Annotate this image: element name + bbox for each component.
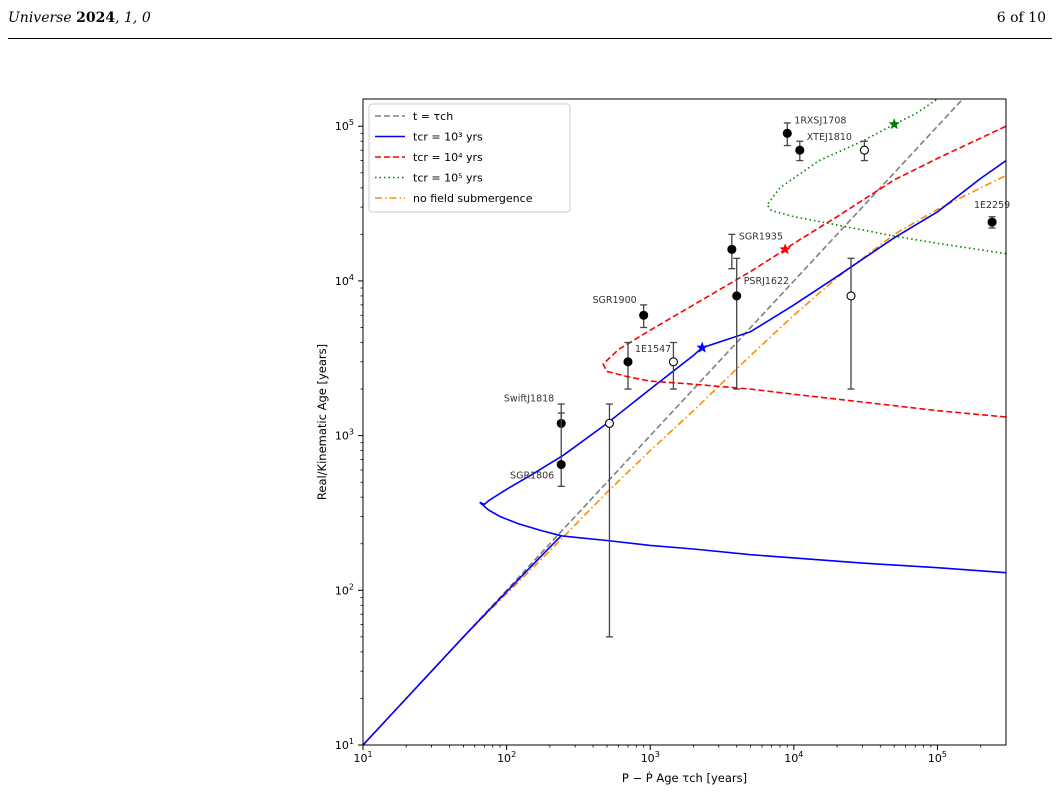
plot-area — [363, 99, 1006, 745]
journal-year: 2024 — [76, 10, 116, 26]
point-label: SGR1935 — [739, 231, 783, 242]
plot-frame — [362, 98, 1007, 746]
x-tick-label: 104 — [784, 750, 803, 765]
page-header: Universe 2024, 1, 0 6 of 10 — [8, 4, 1052, 39]
series-line-1 — [363, 174, 1006, 745]
data-point — [623, 357, 633, 367]
y-tick-label: 101 — [335, 737, 354, 752]
header-rule — [8, 38, 1052, 39]
legend-label: no field submergence — [413, 192, 533, 205]
point-label: 1E1547 — [635, 344, 671, 355]
legend: t = τch tcr = 10³ yrs tcr = 10⁴ yrs tcr = 1… — [368, 103, 571, 213]
point-label: PSRJ1622 — [744, 276, 789, 287]
legend-label: tcr = 10³ yrs — [413, 131, 483, 144]
y-tick-label: 102 — [335, 582, 354, 597]
data-point — [556, 460, 566, 470]
data-point — [859, 145, 869, 155]
data-point — [846, 291, 856, 301]
data-point — [668, 357, 678, 367]
legend-label: t = τch — [413, 110, 453, 123]
journal-article: 0 — [141, 10, 151, 26]
point-label: 1E2259 — [974, 200, 1010, 211]
series-star-2 — [696, 341, 709, 353]
series-line-3 — [602, 125, 1006, 418]
y-tick-label: 103 — [335, 428, 354, 443]
series-line-2-upper — [479, 159, 1006, 537]
x-tick-label: 102 — [497, 750, 516, 765]
y-axis-label: Real/Kinematic Age [years] — [315, 344, 329, 500]
page-number: 6 of 10 — [996, 10, 1046, 26]
data-point — [795, 145, 805, 155]
series-star-3 — [779, 243, 792, 255]
data-point — [604, 418, 615, 428]
data-point — [727, 244, 737, 254]
x-tick-label: 105 — [928, 750, 947, 765]
legend-label: tcr = 10⁴ yrs — [413, 151, 483, 164]
y-tick-label: 105 — [335, 118, 354, 133]
data-point — [782, 128, 792, 138]
y-tick-label: 104 — [335, 273, 354, 288]
journal-name: Universe — [8, 10, 72, 26]
point-label: XTEJ1810 — [807, 132, 852, 143]
x-tick-label: 101 — [353, 750, 372, 765]
journal-volume: 1 — [123, 10, 133, 26]
point-label: SwiftJ1818 — [504, 393, 554, 404]
series-star-4 — [888, 118, 901, 130]
point-label: SGR1806 — [510, 471, 554, 482]
data-point — [639, 310, 649, 320]
point-label: 1RXSJ1708 — [794, 115, 846, 126]
point-label: SGR1900 — [592, 295, 636, 306]
data-point — [732, 291, 742, 301]
legend-box — [368, 103, 571, 213]
x-tick-label: 103 — [641, 750, 660, 765]
x-axis-label: P − Ṗ Age τch [years] — [622, 770, 747, 785]
series-line-2 — [363, 534, 1006, 745]
data-point — [987, 217, 997, 227]
legend-label: tcr = 10⁵ yrs — [413, 172, 483, 185]
series-line-4 — [765, 99, 1006, 255]
journal-citation: Universe 2024, 1, 0 — [8, 10, 151, 26]
